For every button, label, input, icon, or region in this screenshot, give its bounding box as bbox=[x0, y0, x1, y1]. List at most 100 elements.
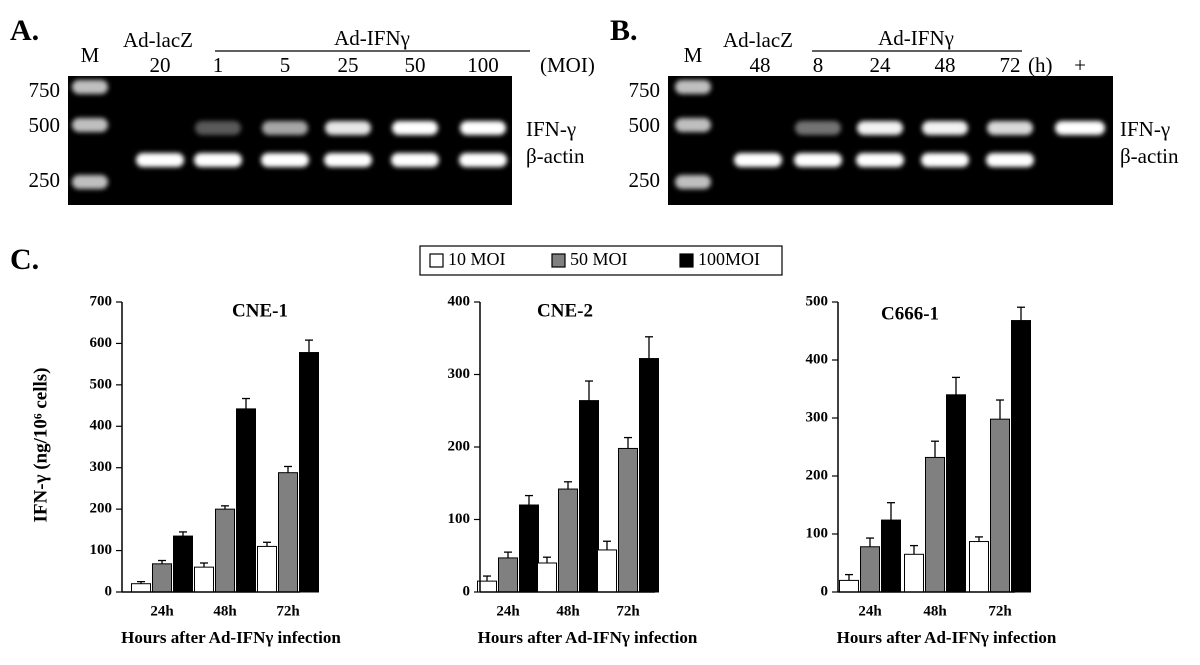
x-tick-label: 72h bbox=[988, 603, 1012, 619]
legend-swatch bbox=[429, 253, 444, 268]
gel-band bbox=[921, 153, 969, 167]
y-tick-label: 0 bbox=[821, 583, 829, 599]
y-tick-label: 200 bbox=[448, 438, 471, 454]
gel bbox=[68, 76, 512, 205]
gel bbox=[668, 76, 1113, 205]
y-tick-label: 100 bbox=[90, 542, 113, 558]
bar bbox=[618, 447, 638, 593]
y-tick-label: 600 bbox=[90, 335, 113, 351]
legend-label: 100MOI bbox=[698, 249, 760, 269]
bar bbox=[173, 535, 193, 593]
bar bbox=[236, 408, 256, 593]
y-tick-label: 300 bbox=[806, 409, 829, 425]
x-tick-label: 48h bbox=[556, 603, 580, 619]
lane-label: 100 bbox=[467, 53, 499, 77]
y-tick-label: 500 bbox=[90, 376, 113, 392]
gel-band bbox=[987, 121, 1033, 135]
y-tick-label: 0 bbox=[463, 583, 471, 599]
bar bbox=[946, 394, 966, 593]
gel-band bbox=[324, 153, 372, 167]
band-label: IFN-γ bbox=[526, 117, 576, 141]
ladder-label: 500 bbox=[29, 113, 61, 137]
x-tick-label: 48h bbox=[923, 603, 947, 619]
bar bbox=[299, 352, 319, 593]
gel-band bbox=[194, 153, 242, 167]
gel-band bbox=[392, 121, 438, 135]
ladder-label: 250 bbox=[629, 168, 661, 192]
lane-label: 48 bbox=[935, 53, 956, 77]
gel-band bbox=[675, 118, 711, 132]
gel-band bbox=[856, 153, 904, 167]
lane-label: M bbox=[81, 43, 100, 67]
bar bbox=[839, 579, 859, 593]
lane-label: + bbox=[1074, 53, 1086, 77]
gel-band bbox=[1055, 121, 1105, 135]
gel-band bbox=[72, 118, 108, 132]
bar bbox=[194, 566, 214, 593]
gel-band bbox=[734, 153, 782, 167]
y-tick-label: 400 bbox=[806, 351, 829, 367]
bar bbox=[639, 358, 659, 593]
gel-band bbox=[262, 121, 308, 135]
bar bbox=[597, 549, 617, 593]
chart-title: CNE-1 bbox=[232, 300, 288, 321]
unit-label: (h) bbox=[1028, 53, 1053, 77]
x-tick-label: 72h bbox=[616, 603, 640, 619]
panel-label: C. bbox=[10, 243, 39, 276]
bar bbox=[498, 557, 518, 593]
y-tick-label: 300 bbox=[448, 366, 471, 382]
x-tick-label: 24h bbox=[858, 603, 882, 619]
bar bbox=[131, 583, 151, 593]
gel-band bbox=[261, 153, 309, 167]
legend-label: 50 MOI bbox=[570, 249, 628, 269]
chart-title: CNE-2 bbox=[537, 300, 593, 321]
group-label: Ad-IFNγ bbox=[334, 26, 410, 50]
band-label: β-actin bbox=[1120, 144, 1179, 168]
x-axis-label: Hours after Ad-IFNγ infection bbox=[121, 628, 341, 647]
lane-label: 48 bbox=[750, 53, 771, 77]
legend-swatch bbox=[679, 253, 694, 268]
ladder-label: 750 bbox=[29, 78, 61, 102]
ladder-label: 750 bbox=[629, 78, 661, 102]
y-tick-label: 700 bbox=[90, 293, 113, 309]
band-label: β-actin bbox=[526, 144, 585, 168]
gel-band bbox=[460, 121, 506, 135]
bar bbox=[969, 541, 989, 593]
y-tick-label: 0 bbox=[105, 583, 113, 599]
chart-title: C666-1 bbox=[881, 303, 939, 324]
bar bbox=[860, 546, 880, 593]
gel-band bbox=[857, 121, 903, 135]
bar bbox=[278, 472, 298, 593]
bar bbox=[579, 400, 599, 593]
bar bbox=[215, 508, 235, 593]
gel-band bbox=[195, 121, 241, 135]
gel-band bbox=[675, 80, 711, 94]
x-tick-label: 24h bbox=[496, 603, 520, 619]
gel-band bbox=[72, 175, 108, 189]
gel-band bbox=[391, 153, 439, 167]
bar bbox=[519, 504, 539, 593]
bar bbox=[925, 456, 945, 593]
bar bbox=[990, 418, 1010, 593]
band-label: IFN-γ bbox=[1120, 117, 1170, 141]
lane-label: 24 bbox=[870, 53, 892, 77]
gel-band bbox=[136, 153, 184, 167]
y-tick-label: 400 bbox=[90, 418, 113, 434]
bar bbox=[904, 553, 924, 593]
y-tick-label: 300 bbox=[90, 459, 113, 475]
y-tick-label: 400 bbox=[448, 293, 471, 309]
bar bbox=[558, 488, 578, 593]
panel-label: B. bbox=[610, 14, 638, 47]
bar bbox=[1011, 320, 1031, 593]
panel-label: A. bbox=[10, 14, 39, 47]
legend-label: 10 MOI bbox=[448, 249, 506, 269]
x-tick-label: 72h bbox=[276, 603, 300, 619]
gel-band bbox=[922, 121, 968, 135]
ladder-label: 500 bbox=[629, 113, 661, 137]
y-axis-label: IFN-γ (ng/10⁶ cells) bbox=[30, 368, 51, 523]
gel-band bbox=[675, 175, 711, 189]
y-tick-label: 100 bbox=[806, 525, 829, 541]
legend-swatch bbox=[551, 253, 566, 268]
lane-label: 1 bbox=[213, 53, 224, 77]
